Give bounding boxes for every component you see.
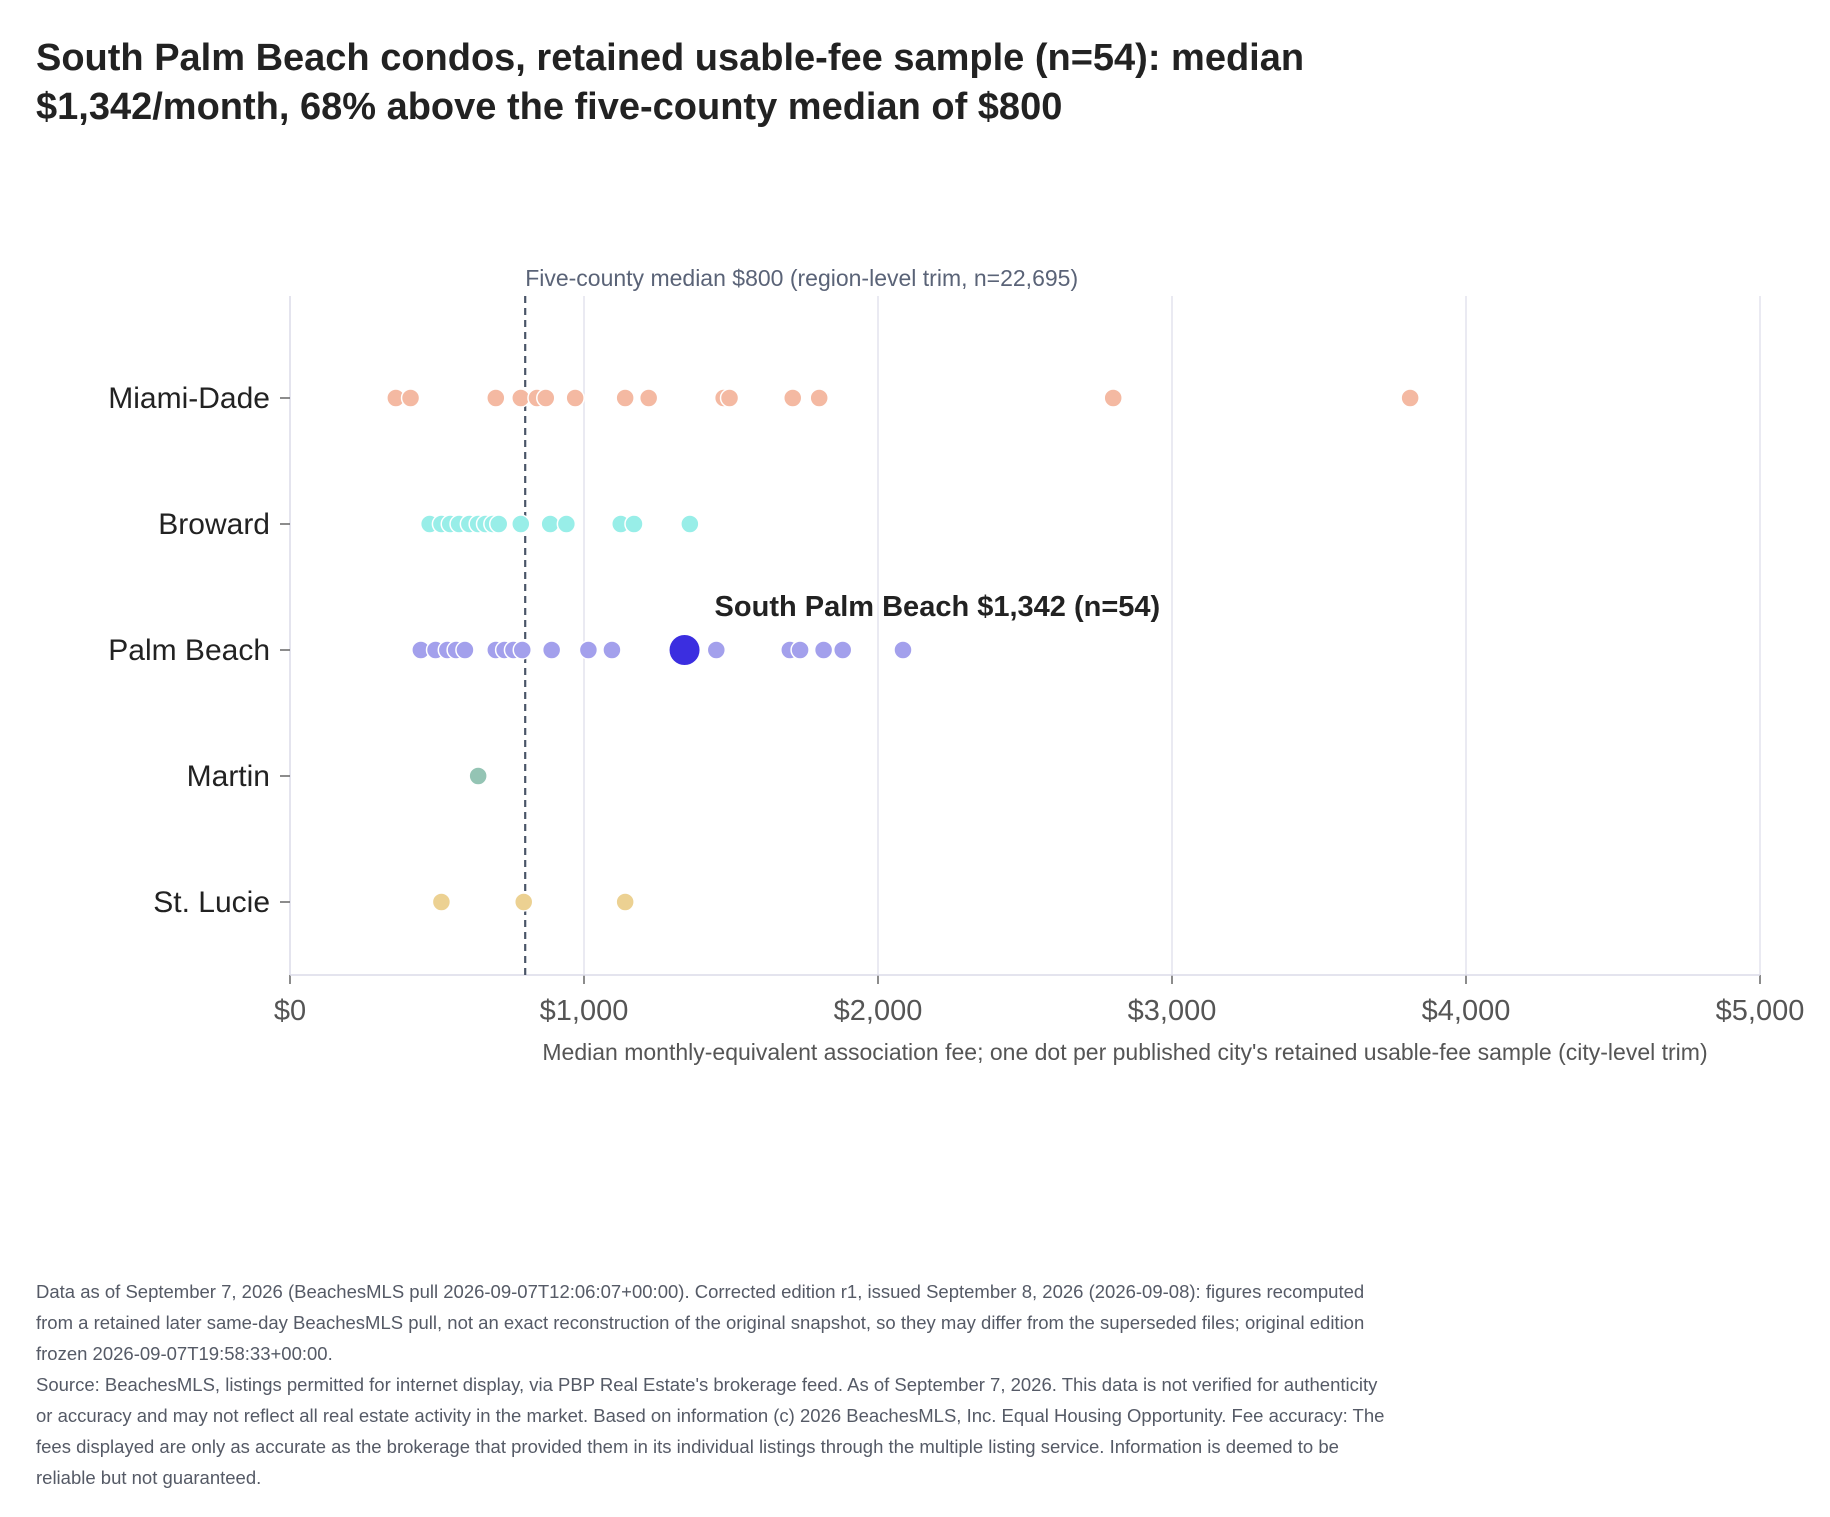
data-point-broward xyxy=(540,514,560,534)
data-point-palm-beach xyxy=(706,640,727,660)
data-point-broward xyxy=(511,514,531,534)
x-tick-label: $4,000 xyxy=(1422,995,1511,1027)
data-point-martin xyxy=(468,766,488,786)
grid-lines xyxy=(583,296,1761,975)
x-axis-label: Median monthly-equivalent association fe… xyxy=(542,1039,1707,1065)
data-points xyxy=(386,388,1420,912)
data-point-miami-dade xyxy=(809,388,829,408)
annotations: South Palm Beach $1,342 (n=54) xyxy=(711,587,1165,627)
data-point-miami-dade xyxy=(400,388,421,408)
chart-title: South Palm Beach condos, retained usable… xyxy=(36,34,1536,133)
data-point-st-lucie xyxy=(615,892,635,912)
reference-line-label: Five-county median $800 (region-level tr… xyxy=(525,265,1078,291)
x-tick-label: $2,000 xyxy=(834,995,923,1027)
data-point-miami-dade xyxy=(486,388,506,408)
chart-title-line-2: $1,342/month, 68% above the five-county … xyxy=(36,86,1063,129)
axes: $0 $1,000 $2,000 $3,000 $4,000 $5,000 Median m… xyxy=(108,296,1804,1065)
footnote-source-note: Source: BeachesMLS, listings permitted f… xyxy=(36,1374,1385,1488)
strip-plot: $0 $1,000 $2,000 $3,000 $4,000 $5,000 Median m… xyxy=(108,265,1804,1065)
y-tick-label: Palm Beach xyxy=(108,634,270,667)
data-point-palm-beach xyxy=(541,640,562,660)
data-point-broward xyxy=(488,514,509,534)
y-tick-label: Broward xyxy=(158,508,270,541)
data-point-miami-dade xyxy=(719,388,740,408)
data-point-miami-dade xyxy=(782,388,803,408)
data-point-st-lucie xyxy=(431,892,452,912)
data-point-palm-beach xyxy=(512,640,533,660)
x-tick-label: $3,000 xyxy=(1128,995,1217,1027)
y-tick-label: Miami-Dade xyxy=(108,382,270,415)
data-point-miami-dade xyxy=(1103,388,1123,408)
reference-line-group: Five-county median $800 (region-level tr… xyxy=(524,265,1078,975)
data-point-broward xyxy=(556,514,577,534)
data-point-palm-beach xyxy=(578,640,599,660)
footnote-data-note: Data as of September 7, 2026 (BeachesMLS… xyxy=(36,1281,1365,1364)
data-point-miami-dade xyxy=(511,388,531,408)
footnote: Data as of September 7, 2026 (BeachesMLS… xyxy=(36,1276,1396,1493)
data-point-st-lucie xyxy=(513,892,534,912)
data-point-miami-dade xyxy=(1400,388,1420,408)
data-point-miami-dade xyxy=(565,388,585,408)
data-point-palm-beach xyxy=(455,640,475,660)
data-point-palm-beach xyxy=(602,640,622,660)
data-point-broward xyxy=(680,514,700,534)
x-tick-label: $0 xyxy=(274,995,306,1027)
y-tick-label: Martin xyxy=(187,760,270,793)
x-tick-label: $5,000 xyxy=(1716,995,1805,1027)
data-point-palm-beach xyxy=(832,640,853,660)
data-point-miami-dade xyxy=(638,388,659,408)
y-tick-label: St. Lucie xyxy=(153,886,270,919)
data-point-broward xyxy=(624,514,644,534)
highlight-point-south-palm-beach xyxy=(667,633,702,667)
chart-title-line-1: South Palm Beach condos, retained usable… xyxy=(36,37,1305,79)
x-tick-label: $1,000 xyxy=(540,995,629,1027)
data-point-palm-beach xyxy=(813,640,834,660)
data-point-miami-dade xyxy=(615,388,635,408)
data-point-palm-beach xyxy=(790,640,810,660)
highlight-label: South Palm Beach $1,342 (n=54) xyxy=(715,591,1161,623)
data-point-palm-beach xyxy=(893,640,913,660)
data-point-miami-dade xyxy=(536,388,556,408)
